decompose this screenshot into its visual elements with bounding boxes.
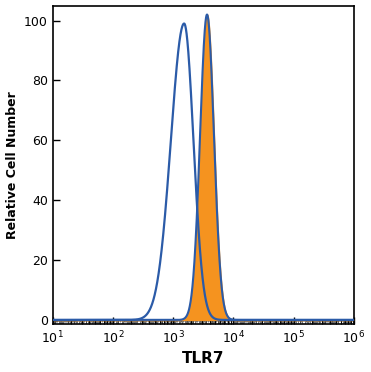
X-axis label: TLR7: TLR7 (182, 352, 224, 366)
Y-axis label: Relative Cell Number: Relative Cell Number (6, 91, 19, 239)
